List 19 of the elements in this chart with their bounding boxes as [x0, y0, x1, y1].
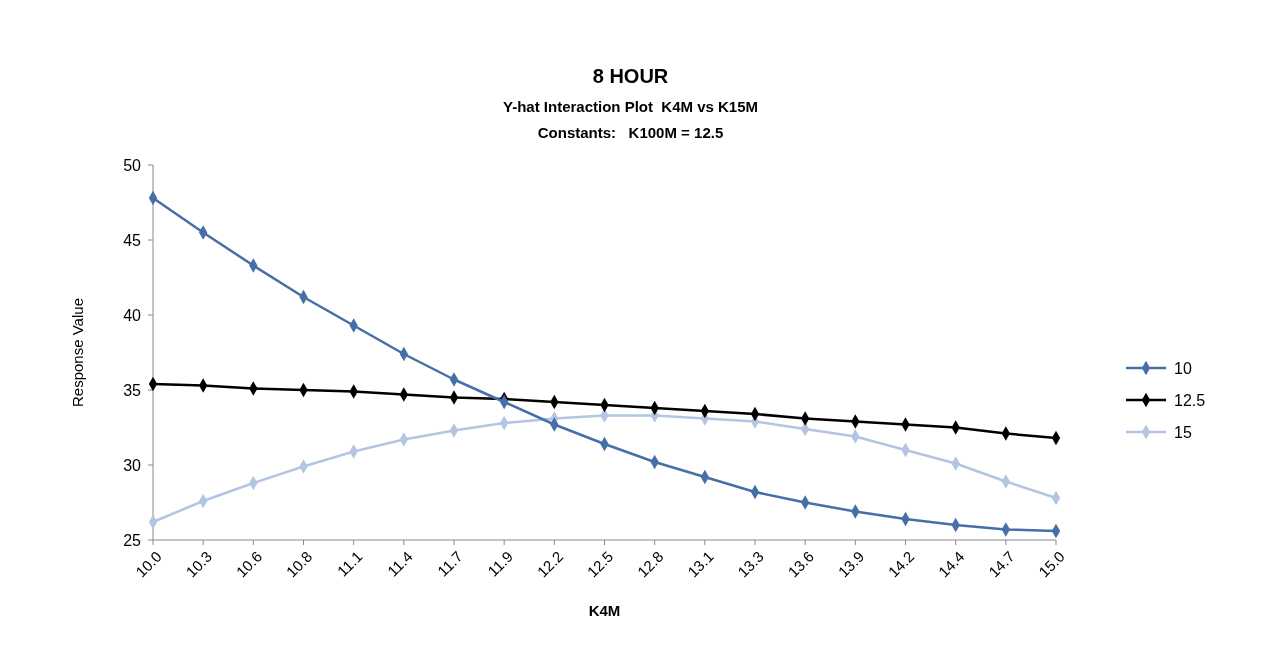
chart-subtitle: Y-hat Interaction Plot K4M vs K15M — [502, 98, 759, 115]
text: Constants: K100M = 12.5 — [537, 124, 724, 141]
legend-label: 10 — [1174, 359, 1192, 377]
y-tick-label: 50 — [123, 156, 142, 174]
y-axis-title: Response Value — [69, 298, 86, 407]
x-tick-label: 11.4 — [383, 547, 416, 580]
x-tick-label: 10.3 — [182, 547, 215, 581]
x-tick-label: 11.1 — [333, 547, 366, 580]
y-tick-label: 45 — [123, 231, 142, 249]
y-tick-label: 40 — [123, 306, 142, 324]
y-tick-label: 25 — [123, 531, 142, 549]
x-tick-label: 11.9 — [484, 547, 516, 580]
y-tick-label: 35 — [123, 381, 142, 399]
x-tick-label: 13.6 — [784, 547, 817, 581]
legend-label: 12.5 — [1174, 391, 1206, 409]
y-tick-label: 30 — [123, 456, 142, 474]
legend-label: 15 — [1174, 423, 1192, 441]
chart-title: 8 HOUR — [592, 65, 669, 87]
x-axis-title: K4M — [588, 602, 621, 619]
